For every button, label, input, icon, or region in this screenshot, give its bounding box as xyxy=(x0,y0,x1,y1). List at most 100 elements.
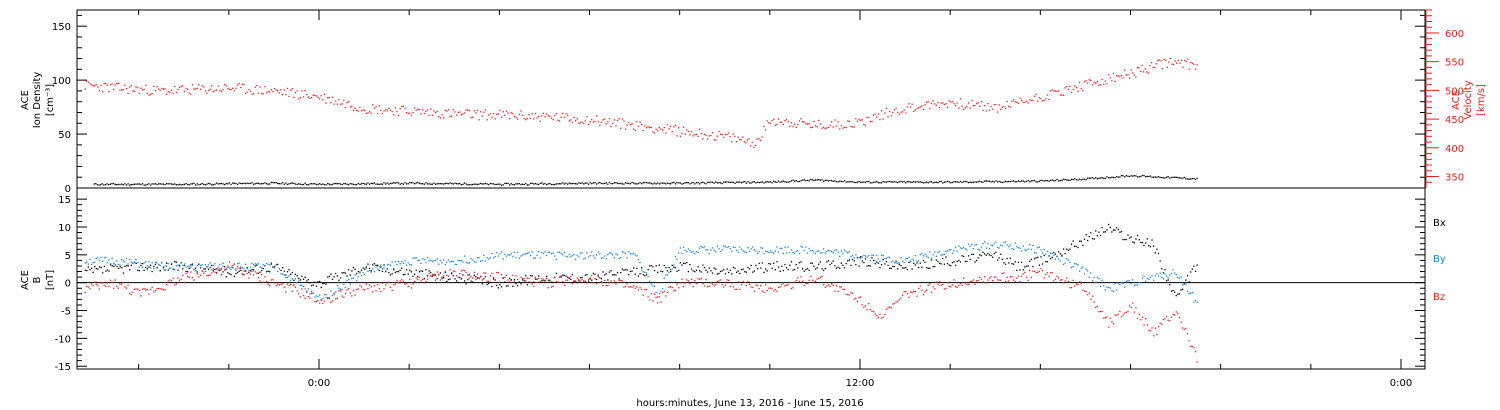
velocity-series-point xyxy=(847,120,848,121)
bz-series-point xyxy=(113,288,114,289)
bz-series-point xyxy=(311,293,312,294)
by-series-point xyxy=(1023,245,1024,246)
density-series-point xyxy=(350,183,351,184)
by-series-point xyxy=(115,264,116,265)
velocity-series-point xyxy=(169,92,170,93)
by-series-point xyxy=(619,258,620,259)
bz-series-point xyxy=(899,299,900,300)
density-series-point xyxy=(1121,175,1122,176)
density-series-point xyxy=(1174,177,1175,178)
bz-series-point xyxy=(137,289,138,290)
density-series-point xyxy=(499,184,500,185)
bx-series-point xyxy=(688,271,689,272)
bz-series-point xyxy=(258,277,259,278)
density-series-point xyxy=(625,182,626,183)
velocity-series-point xyxy=(1175,61,1176,62)
bx-series-point xyxy=(348,269,349,270)
density-series-point xyxy=(346,184,347,185)
bx-series-point xyxy=(1140,242,1141,243)
density-series-point xyxy=(229,182,230,183)
density-series-point xyxy=(264,182,265,183)
velocity-series-point xyxy=(815,125,816,126)
velocity-series-point xyxy=(712,132,713,133)
by-series-point xyxy=(630,253,631,254)
velocity-series-point xyxy=(784,120,785,121)
bx-series-point xyxy=(731,273,732,274)
by-series-point xyxy=(826,251,827,252)
bx-series-point xyxy=(1102,227,1103,228)
density-series-point xyxy=(459,183,460,184)
bz-series-point xyxy=(451,272,452,273)
density-series-point xyxy=(838,181,839,182)
density-series-point xyxy=(720,182,721,183)
by-series-point xyxy=(1060,260,1061,261)
by-series-point xyxy=(438,264,439,265)
velocity-series-point xyxy=(382,113,383,114)
by-series-point xyxy=(831,251,832,252)
velocity-series-point xyxy=(115,84,116,85)
bx-series-point xyxy=(1122,239,1123,240)
velocity-series-point xyxy=(293,97,294,98)
bz-series-point xyxy=(1174,314,1175,315)
bz-series-point xyxy=(247,273,248,274)
velocity-series-point xyxy=(1002,106,1003,107)
by-series-point xyxy=(836,249,837,250)
by-series-point xyxy=(854,257,855,258)
density-series-point xyxy=(409,182,410,183)
bx-series-point xyxy=(337,275,338,276)
velocity-series-point xyxy=(290,90,291,91)
bx-series-point xyxy=(1156,249,1157,250)
bz-series-point xyxy=(366,283,367,284)
velocity-series-point xyxy=(870,121,871,122)
bz-series-point xyxy=(1052,272,1053,273)
bx-series-point xyxy=(1121,231,1122,232)
by-series-point xyxy=(322,298,323,299)
bx-series-point xyxy=(842,265,843,266)
bx-series-point xyxy=(153,266,154,267)
density-series-point xyxy=(1156,177,1157,178)
bx-series-point xyxy=(833,261,834,262)
bz-series-point xyxy=(981,279,982,280)
by-series-point xyxy=(499,253,500,254)
bx-series-point xyxy=(474,275,475,276)
density-series-point xyxy=(1122,175,1123,176)
by-series-point xyxy=(548,252,549,253)
bx-series-point xyxy=(947,263,948,264)
density-series-point xyxy=(259,183,260,184)
bz-series-point xyxy=(475,279,476,280)
density-series-point xyxy=(755,182,756,183)
bx-series-point xyxy=(823,270,824,271)
bz-series-point xyxy=(862,304,863,305)
by-series-point xyxy=(353,278,354,279)
by-series-point xyxy=(857,257,858,258)
bx-series-point xyxy=(567,277,568,278)
density-series-point xyxy=(1177,177,1178,178)
bz-series-point xyxy=(990,276,991,277)
bx-series-point xyxy=(261,270,262,271)
by-series-point xyxy=(522,254,523,255)
density-series-point xyxy=(831,180,832,181)
by-series-point xyxy=(887,257,888,258)
bottom-tick-label: 5 xyxy=(65,251,71,262)
velocity-series-point xyxy=(395,107,396,108)
bz-series-point xyxy=(346,289,347,290)
bz-series-point xyxy=(528,278,529,279)
density-series-point xyxy=(933,182,934,183)
density-series-point xyxy=(654,182,655,183)
density-series-point xyxy=(990,181,991,182)
density-series-point xyxy=(873,182,874,183)
by-series-point xyxy=(85,262,86,263)
density-series-point xyxy=(395,182,396,183)
bx-series-point xyxy=(1192,268,1193,269)
velocity-series-point xyxy=(688,131,689,132)
bx-series-point xyxy=(918,267,919,268)
by-series-point xyxy=(544,251,545,252)
density-series-point xyxy=(1069,180,1070,181)
by-series-point xyxy=(425,262,426,263)
bx-series-point xyxy=(820,261,821,262)
bx-series-point xyxy=(952,262,953,263)
bx-series-point xyxy=(89,269,90,270)
by-series-point xyxy=(346,280,347,281)
by-series-point xyxy=(129,259,130,260)
bz-series-point xyxy=(161,289,162,290)
